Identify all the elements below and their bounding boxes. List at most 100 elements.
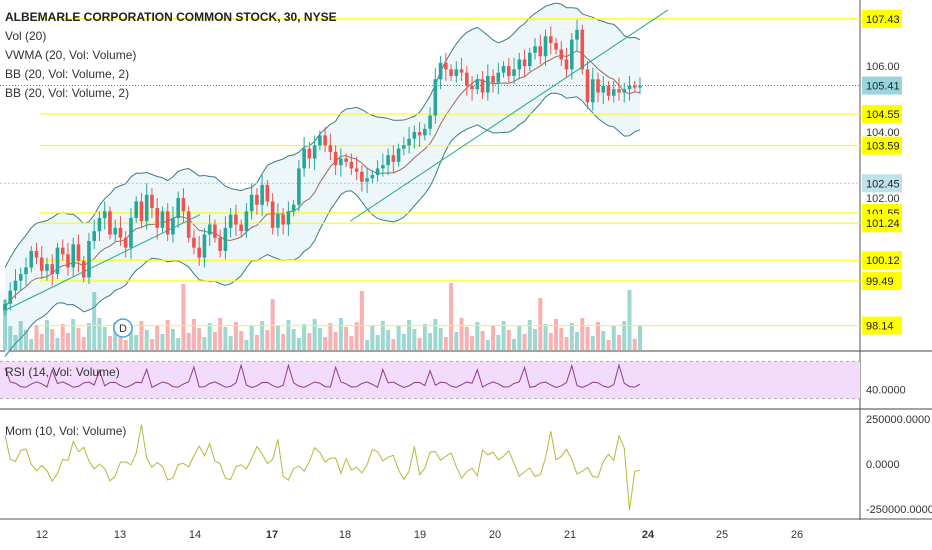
volume-bar xyxy=(228,336,233,350)
candle-body xyxy=(391,155,396,162)
momentum-line xyxy=(4,424,641,511)
volume-bar xyxy=(407,320,412,350)
volume-bar xyxy=(459,318,464,350)
candle-body xyxy=(328,145,333,152)
volume-bar xyxy=(149,339,154,350)
candle-body xyxy=(433,79,438,116)
volume-bar xyxy=(543,324,548,350)
volume-bar xyxy=(307,333,312,350)
volume-bar xyxy=(370,326,375,350)
trend-line xyxy=(4,214,201,311)
volume-bar xyxy=(349,336,354,350)
candle-body xyxy=(24,267,28,275)
candle-body xyxy=(365,178,369,182)
trend-line xyxy=(349,9,669,222)
rsi-tick-label: 40.0000 xyxy=(866,384,906,396)
y-tick-label: 104.00 xyxy=(866,127,900,139)
candle-body xyxy=(55,247,60,275)
candle-body xyxy=(559,49,564,60)
bb-upper-line xyxy=(4,2,641,268)
dividend-marker xyxy=(113,318,133,338)
level-price-box-label: 100.12 xyxy=(866,255,900,267)
candle-body xyxy=(522,59,527,67)
volume-bar xyxy=(3,300,7,350)
x-tick-label: 13 xyxy=(114,529,126,541)
volume-bar xyxy=(412,329,417,350)
volume-bar xyxy=(134,335,139,350)
volume-bar xyxy=(323,337,328,350)
volume-bar xyxy=(218,318,223,350)
volume-bar xyxy=(485,340,490,350)
candle-body xyxy=(255,194,259,205)
candle-body xyxy=(34,250,39,258)
volume-bar xyxy=(606,340,611,350)
candle-body xyxy=(333,151,338,166)
candle-body xyxy=(606,85,611,96)
mom-pane-title[interactable]: Mom (10, Vol: Volume) xyxy=(5,424,127,438)
volume-bar xyxy=(86,323,91,350)
candle-body xyxy=(459,69,464,73)
x-tick-label: 17 xyxy=(266,529,278,541)
volume-bar xyxy=(559,328,564,350)
candle-body xyxy=(150,194,154,209)
volume-bar xyxy=(144,330,149,350)
candle-body xyxy=(3,303,7,311)
candle-body xyxy=(596,79,600,93)
candle-body xyxy=(323,135,327,146)
candle-body xyxy=(580,29,585,70)
volume-bar xyxy=(55,338,60,350)
volume-bar xyxy=(197,328,202,350)
volume-bar xyxy=(475,322,480,350)
volume-bar xyxy=(354,322,359,350)
candle-body xyxy=(281,214,285,225)
candle-body xyxy=(39,257,44,271)
volume-bar xyxy=(375,335,380,350)
level-price-box-label: 98.14 xyxy=(866,321,894,333)
volume-bar xyxy=(212,332,217,350)
volume-bar xyxy=(590,336,595,350)
level-price-box xyxy=(862,136,902,155)
candle-body xyxy=(617,89,621,93)
volume-bar xyxy=(386,330,391,350)
candle-body xyxy=(207,224,212,235)
candle-body xyxy=(129,217,133,248)
volume-bar xyxy=(113,322,118,350)
vwma-line xyxy=(4,50,641,308)
level-price-box-label: 99.49 xyxy=(866,276,894,288)
candle-body xyxy=(302,148,306,169)
candle-body xyxy=(286,211,291,225)
volume-bar xyxy=(496,335,501,350)
volume-bar xyxy=(265,330,270,350)
volume-bar xyxy=(312,319,317,350)
volume-bar xyxy=(438,328,443,350)
volume-bar xyxy=(60,324,65,350)
volume-bar xyxy=(627,290,632,350)
candle-body xyxy=(213,224,217,238)
volume-bar xyxy=(13,335,18,350)
volume-bar xyxy=(233,322,238,350)
candle-body xyxy=(171,217,175,235)
volume-bar xyxy=(239,331,244,350)
candle-body xyxy=(590,79,595,103)
candle-body xyxy=(66,254,70,268)
candle-body xyxy=(81,260,86,278)
volume-bar xyxy=(391,339,396,350)
volume-bar xyxy=(501,321,506,350)
volume-bar xyxy=(344,327,349,350)
volume-bar xyxy=(155,325,160,350)
volume-bar xyxy=(76,328,81,350)
rsi-pane-title[interactable]: RSI (14, Vol: Volume) xyxy=(5,365,120,379)
candle-body xyxy=(396,148,401,162)
volume-bar xyxy=(270,299,275,350)
y-tick-label: 102.00 xyxy=(866,193,900,205)
volume-bar xyxy=(585,327,590,350)
candle-body xyxy=(218,237,222,251)
candle-body xyxy=(527,52,532,67)
candle-body xyxy=(548,36,553,43)
volume-bar xyxy=(401,334,406,350)
volume-bar xyxy=(291,329,296,350)
candle-body xyxy=(517,59,522,70)
level-price-box xyxy=(862,251,902,270)
volume-bar xyxy=(249,326,254,350)
